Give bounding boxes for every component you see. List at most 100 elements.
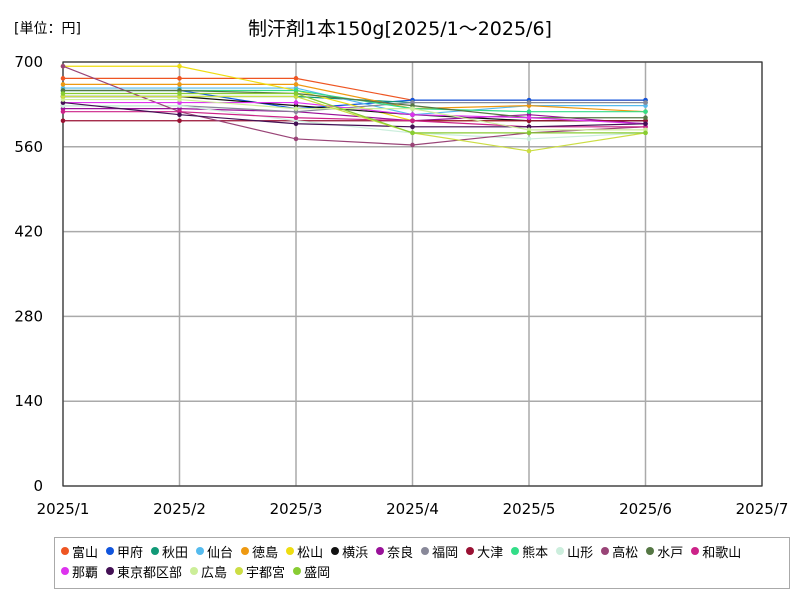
legend-label: 大津 (477, 545, 504, 561)
x-tick-label: 2025/7 (736, 500, 789, 518)
chart-title: 制汗剤1本150g[2025/1～2025/6] (248, 18, 552, 40)
data-point (60, 91, 66, 96)
data-point (293, 136, 299, 142)
series-0 (60, 76, 648, 103)
legend-item: 東京都区部 (106, 561, 182, 581)
legend: 富山 甲府 秋田 仙台 徳島 松山 横浜 奈良 福岡 大津 熊本 山形 高松 水戸 和歌山 那覇 東京都区部 広島… (54, 537, 790, 589)
series-line (63, 95, 646, 152)
y-tick-label: 700 (14, 53, 43, 71)
legend-label: 横浜 (342, 545, 369, 561)
legend-item: 水戸 (646, 541, 683, 561)
legend-marker-icon (61, 567, 69, 575)
legend-item: 徳島 (241, 541, 278, 561)
plot-border (62, 61, 763, 487)
data-point (526, 148, 532, 154)
legend-marker-icon (466, 547, 475, 555)
data-point (60, 76, 66, 81)
series-line (63, 105, 646, 140)
legend-item: 熊本 (511, 541, 548, 561)
data-point (410, 118, 415, 124)
series-line (63, 89, 646, 119)
legend-item: 仙台 (196, 541, 233, 561)
legend-marker-icon (556, 547, 565, 555)
legend-item: 和歌山 (691, 541, 741, 561)
y-tick-label: 560 (14, 138, 43, 156)
data-point (177, 76, 182, 81)
series-17 (60, 97, 648, 133)
legend-marker-icon (646, 547, 655, 555)
legend-label: 熊本 (522, 545, 549, 561)
x-tick-label: 2025/6 (619, 500, 672, 518)
legend-marker-icon (61, 547, 69, 555)
data-point (526, 130, 532, 136)
legend-label: 広島 (201, 565, 228, 581)
data-point (410, 112, 415, 117)
y-tick-label: 420 (14, 223, 43, 241)
legend-label: 宇都宮 (246, 565, 286, 581)
legend-item: 甲府 (106, 541, 143, 561)
series-line (63, 98, 646, 131)
legend-item: 那覇 (61, 561, 98, 581)
legend-item: 広島 (190, 561, 227, 581)
legend-marker-icon (196, 547, 205, 555)
legend-marker-icon (376, 547, 385, 555)
legend-label: 奈良 (387, 545, 414, 561)
data-point (526, 136, 532, 142)
legend-label: 和歌山 (702, 545, 742, 561)
axis-labels: 0 140 280 420 560 700 2025/1 2025/2 2025/3 2025/4… (14, 53, 788, 518)
legend-marker-icon (235, 567, 244, 575)
legend-marker-icon (421, 547, 430, 555)
legend-label: 那覇 (72, 565, 99, 581)
data-point (410, 130, 415, 136)
data-point (643, 121, 648, 127)
x-tick-label: 2025/4 (386, 500, 439, 518)
legend-marker-icon (106, 547, 115, 555)
data-point (60, 109, 66, 114)
legend-label: 仙台 (207, 545, 234, 561)
legend-item: 富山 (61, 541, 98, 561)
series-16 (60, 100, 648, 130)
data-point (293, 121, 299, 127)
legend-item: 奈良 (376, 541, 413, 561)
legend-marker-icon (241, 547, 250, 555)
legend-item: 秋田 (151, 541, 188, 561)
series-line (63, 108, 646, 125)
data-point (293, 91, 299, 96)
data-point (526, 100, 532, 105)
data-point (526, 115, 532, 121)
unit-label: [単位：円] (14, 21, 81, 37)
series-line (63, 87, 646, 116)
data-point (643, 130, 648, 136)
legend-label: 東京都区部 (117, 565, 183, 581)
legend-label: 高松 (612, 545, 639, 561)
legend-label: 福岡 (432, 545, 459, 561)
x-tick-label: 2025/2 (153, 500, 206, 518)
x-tick-label: 2025/5 (503, 500, 556, 518)
series-line (63, 83, 646, 113)
data-point (293, 106, 299, 111)
legend-label: 富山 (72, 545, 99, 561)
data-point (60, 82, 66, 87)
series-7 (60, 106, 648, 127)
legend-label: 山形 (567, 545, 594, 561)
legend-item: 高松 (601, 541, 638, 561)
legend-marker-icon (691, 547, 700, 555)
data-point (177, 63, 182, 69)
series-lines (60, 63, 648, 154)
data-point (526, 109, 532, 114)
legend-marker-icon (511, 547, 520, 555)
legend-marker-icon (331, 547, 340, 555)
data-point (643, 100, 648, 105)
x-tick-label: 2025/1 (37, 500, 90, 518)
legend-label: 甲府 (117, 545, 144, 561)
legend-item: 福岡 (421, 541, 458, 561)
data-point (177, 82, 182, 87)
series-19 (60, 91, 648, 136)
legend-marker-icon (293, 567, 302, 575)
y-tick-label: 280 (14, 307, 43, 325)
series-line (62, 101, 646, 128)
legend-marker-icon (151, 547, 160, 555)
legend-label: 秋田 (162, 545, 189, 561)
data-point (293, 82, 299, 87)
